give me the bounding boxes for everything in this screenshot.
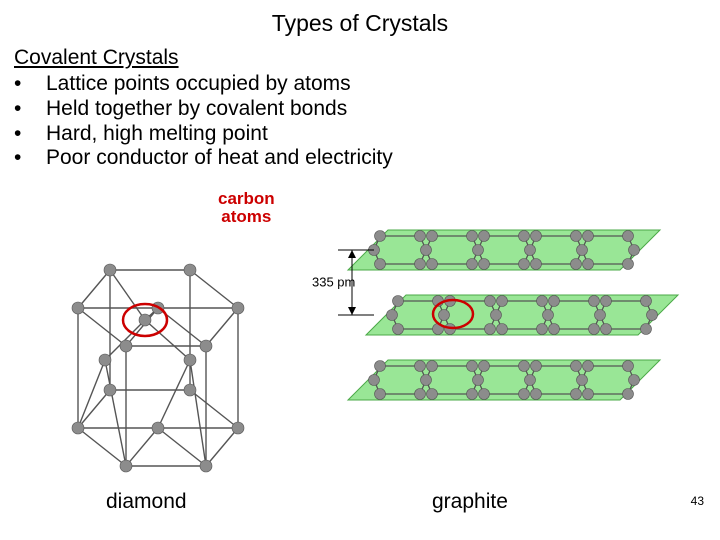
list-item: •Held together by covalent bonds: [14, 97, 393, 122]
page-title: Types of Crystals: [0, 10, 720, 37]
svg-text:335 pm: 335 pm: [312, 275, 355, 290]
list-item: •Hard, high melting point: [14, 122, 393, 147]
diamond-structure-diagram: [40, 220, 280, 490]
carbon-label-line1: carbon: [218, 189, 275, 208]
diamond-caption: diamond: [106, 490, 187, 514]
list-item: •Lattice points occupied by atoms: [14, 72, 393, 97]
bullet-text: Lattice points occupied by atoms: [46, 72, 351, 97]
bullet-text: Poor conductor of heat and electricity: [46, 146, 393, 171]
bullet-list: •Lattice points occupied by atoms •Held …: [14, 72, 393, 171]
graphite-structure-diagram: 335 pm: [310, 220, 710, 480]
page-number: 43: [691, 494, 704, 508]
bullet-text: Held together by covalent bonds: [46, 97, 347, 122]
list-item: •Poor conductor of heat and electricity: [14, 146, 393, 171]
bullet-text: Hard, high melting point: [46, 122, 268, 147]
graphite-caption: graphite: [432, 490, 508, 514]
section-subheading: Covalent Crystals: [14, 46, 179, 70]
